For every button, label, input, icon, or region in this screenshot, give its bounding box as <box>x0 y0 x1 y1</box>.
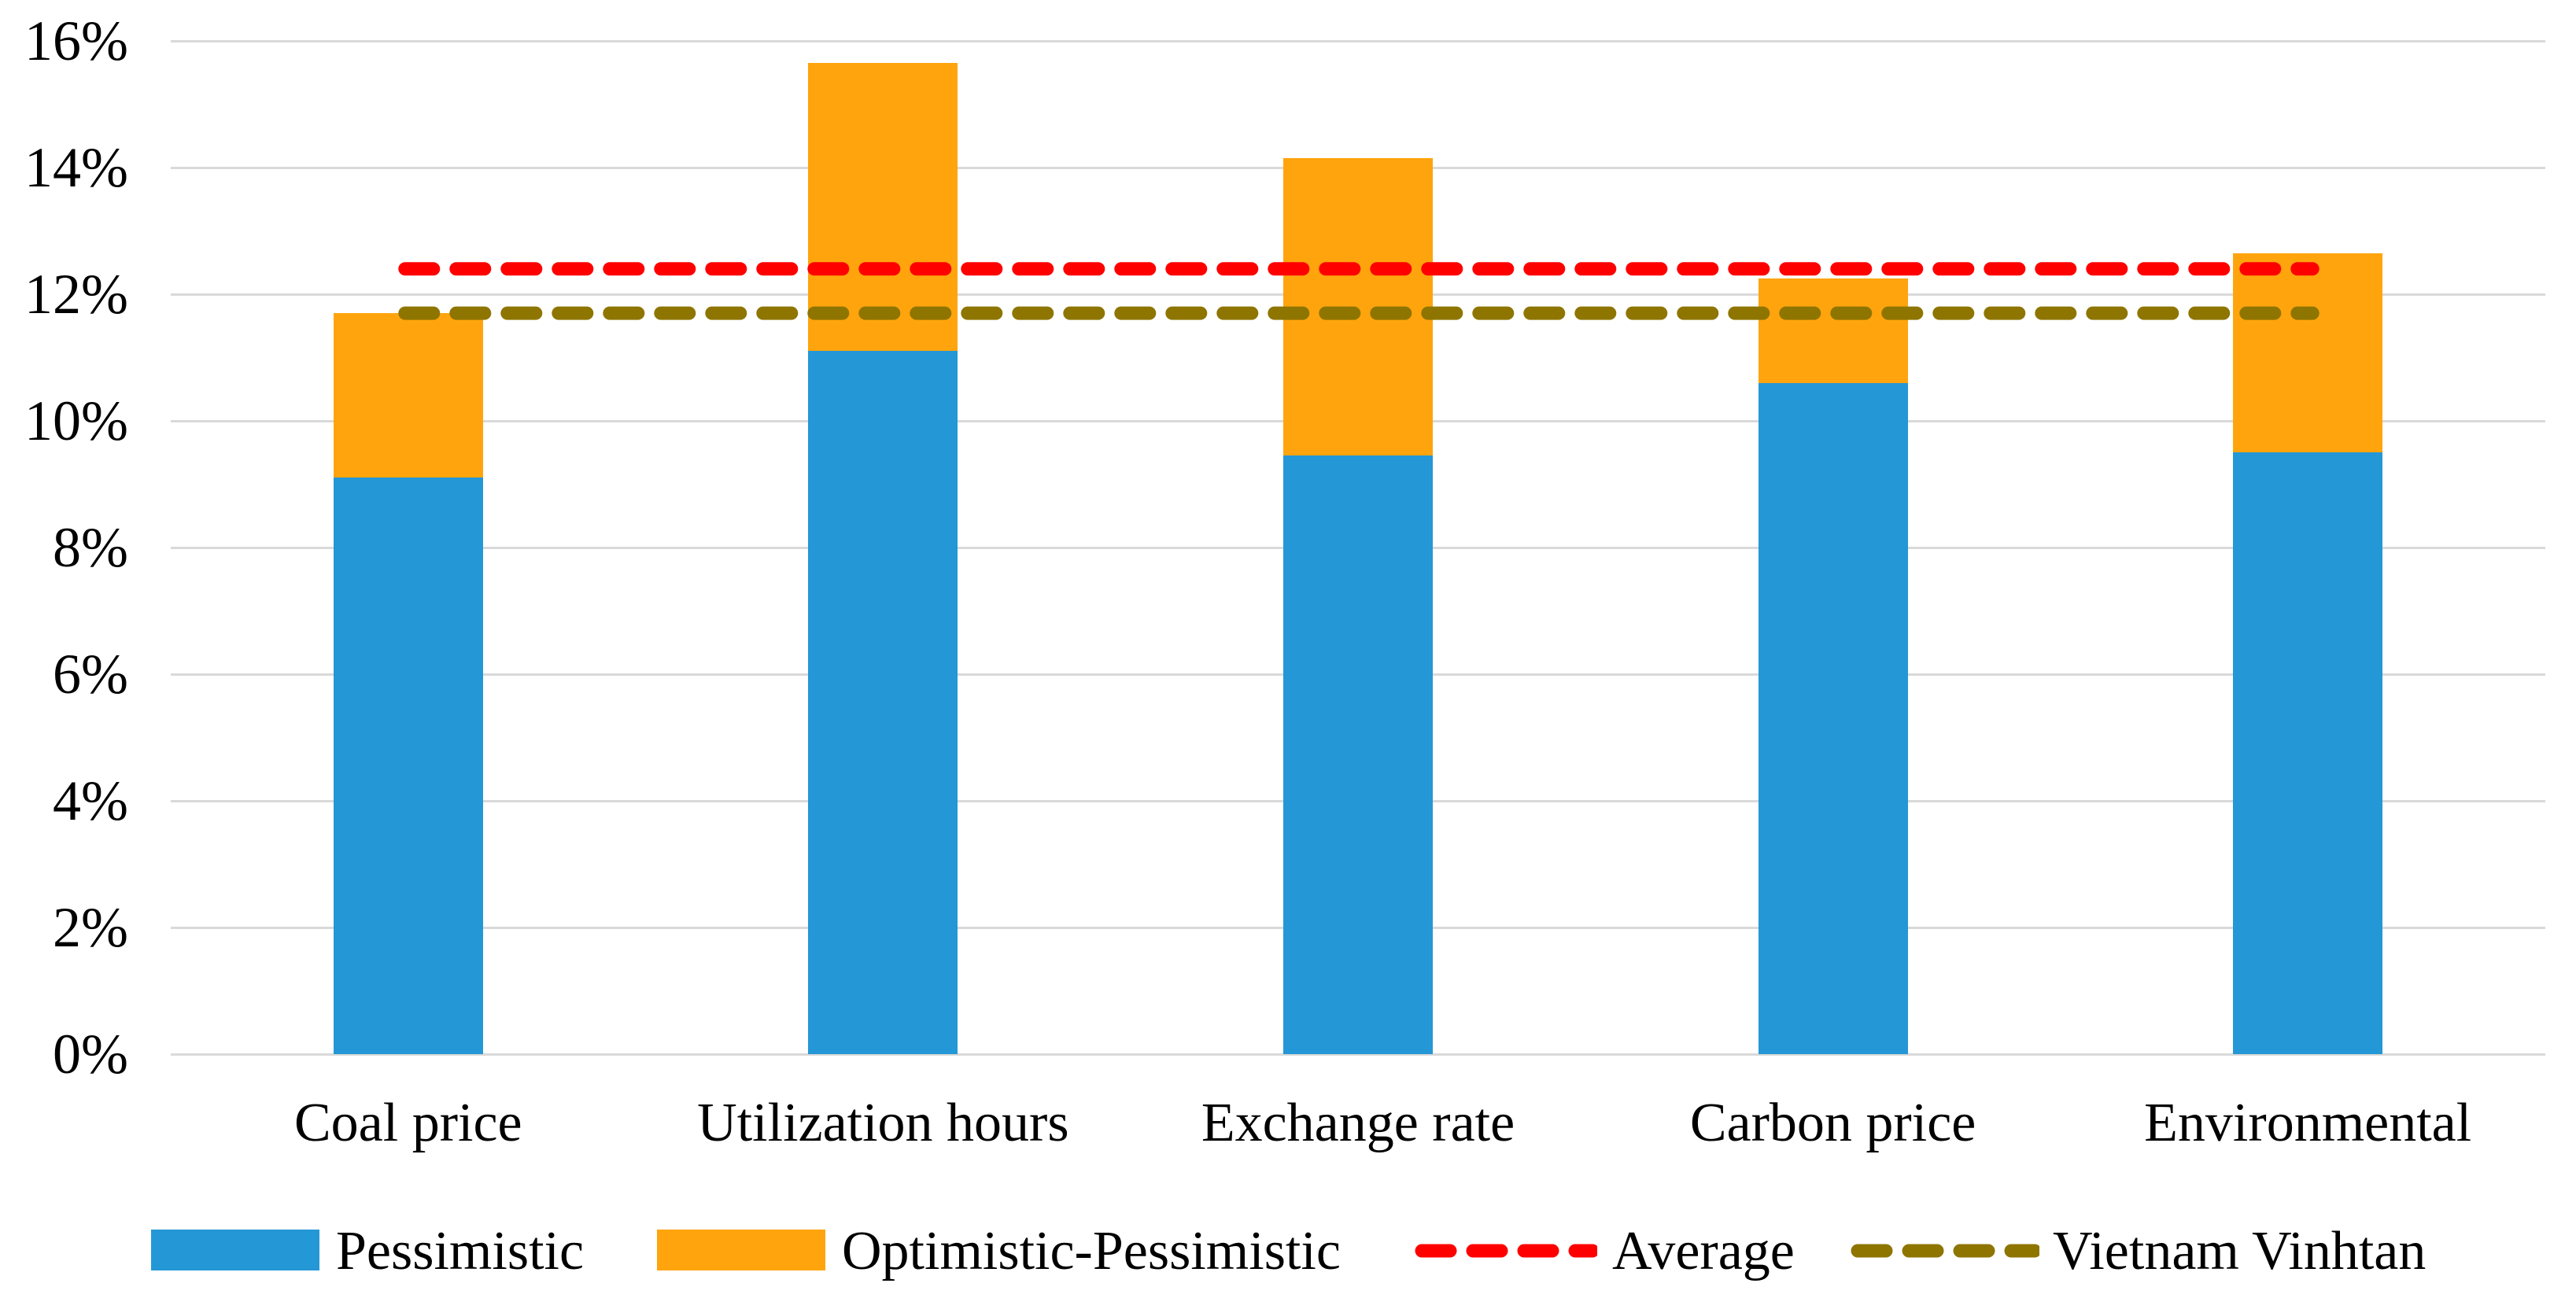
bar-segment-optimistic-pessimistic-exchange-rate <box>1283 157 1433 456</box>
optimistic-pessimistic-legend-label: Optimistic-Pessimistic <box>842 1221 1341 1281</box>
category-label-environmental: Environmental <box>2144 1093 2472 1153</box>
bar-segment-pessimistic-coal-price <box>333 478 483 1054</box>
gridline-0 <box>171 1053 2545 1056</box>
vietnam-vinhtan-legend-swatch <box>1851 1244 2039 1258</box>
bar-segment-optimistic-pessimistic-coal-price <box>333 313 483 478</box>
pessimistic-legend-label: Pessimistic <box>336 1221 585 1281</box>
y-axis-label-8: 8% <box>53 516 128 579</box>
bar-segment-pessimistic-carbon-price <box>1758 382 1908 1054</box>
y-axis-label-2: 2% <box>53 896 128 959</box>
category-label-exchange-rate: Exchange rate <box>1201 1093 1515 1153</box>
bar-segment-optimistic-pessimistic-environmental <box>2233 253 2383 453</box>
vietnam-vinhtan-legend-label: Vietnam Vinhtan <box>2053 1221 2427 1281</box>
gridline-16 <box>171 39 2545 42</box>
category-label-utilization-hours: Utilization hours <box>697 1093 1069 1153</box>
category-label-carbon-price: Carbon price <box>1689 1093 1976 1153</box>
y-axis-label-0: 0% <box>53 1023 128 1086</box>
optimistic-pessimistic-legend-swatch <box>657 1230 825 1270</box>
category-label-coal-price: Coal price <box>293 1093 522 1153</box>
bar-segment-pessimistic-utilization-hours <box>808 351 958 1054</box>
average-legend-swatch <box>1415 1244 1597 1258</box>
bar-segment-pessimistic-environmental <box>2233 452 2383 1054</box>
y-axis-label-12: 12% <box>24 263 128 326</box>
bar-segment-pessimistic-exchange-rate <box>1283 455 1433 1054</box>
y-axis-label-16: 16% <box>24 9 128 72</box>
y-axis-label-6: 6% <box>53 643 128 706</box>
y-axis-label-4: 4% <box>53 769 128 832</box>
y-axis-label-10: 10% <box>24 389 128 452</box>
bar-segment-optimistic-pessimistic-utilization-hours <box>808 63 958 352</box>
pessimistic-legend-swatch <box>151 1230 319 1270</box>
y-axis-label-14: 14% <box>24 136 128 199</box>
bar-segment-optimistic-pessimistic-carbon-price <box>1758 278 1908 383</box>
average-legend-label: Average <box>1612 1221 1795 1281</box>
